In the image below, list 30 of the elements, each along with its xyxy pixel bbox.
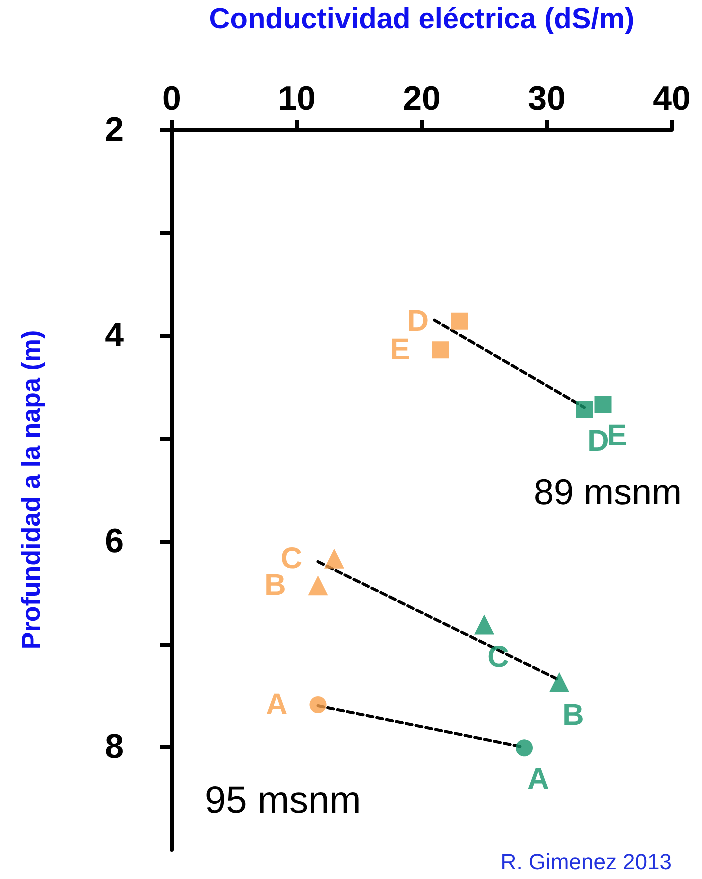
annotation: R. Gimenez 2013 <box>500 850 672 874</box>
point <box>550 672 570 692</box>
data-label: D <box>588 424 610 458</box>
x-tick-label: 40 <box>653 80 691 118</box>
point <box>308 576 328 596</box>
y-axis-title: Profundidad a la napa (m) <box>16 330 46 650</box>
data-label: A <box>266 688 288 722</box>
annotation: 89 msnm <box>534 472 682 512</box>
x-axis-title: Conductividad eléctrica (dS/m) <box>209 4 635 36</box>
data-label: B <box>562 698 584 732</box>
point <box>594 396 612 414</box>
point <box>432 342 450 359</box>
data-label: A <box>528 763 550 796</box>
data-label: C <box>488 641 510 674</box>
point <box>324 548 344 569</box>
x-tick-label: 0 <box>162 80 182 118</box>
point <box>516 740 533 757</box>
point <box>474 614 494 635</box>
data-label: E <box>607 420 628 453</box>
point <box>310 696 327 714</box>
x-tick-label: 20 <box>403 80 441 118</box>
y-tick-label: 6 <box>105 522 124 560</box>
x-tick-label: 30 <box>528 80 566 118</box>
point <box>576 401 593 418</box>
annotation: 95 msnm <box>205 780 362 822</box>
point <box>451 312 468 330</box>
y-tick-label: 8 <box>105 728 124 766</box>
y-tick-label: 2 <box>105 111 124 149</box>
x-tick-label: 10 <box>278 80 316 118</box>
y-tick-label: 4 <box>105 316 124 355</box>
